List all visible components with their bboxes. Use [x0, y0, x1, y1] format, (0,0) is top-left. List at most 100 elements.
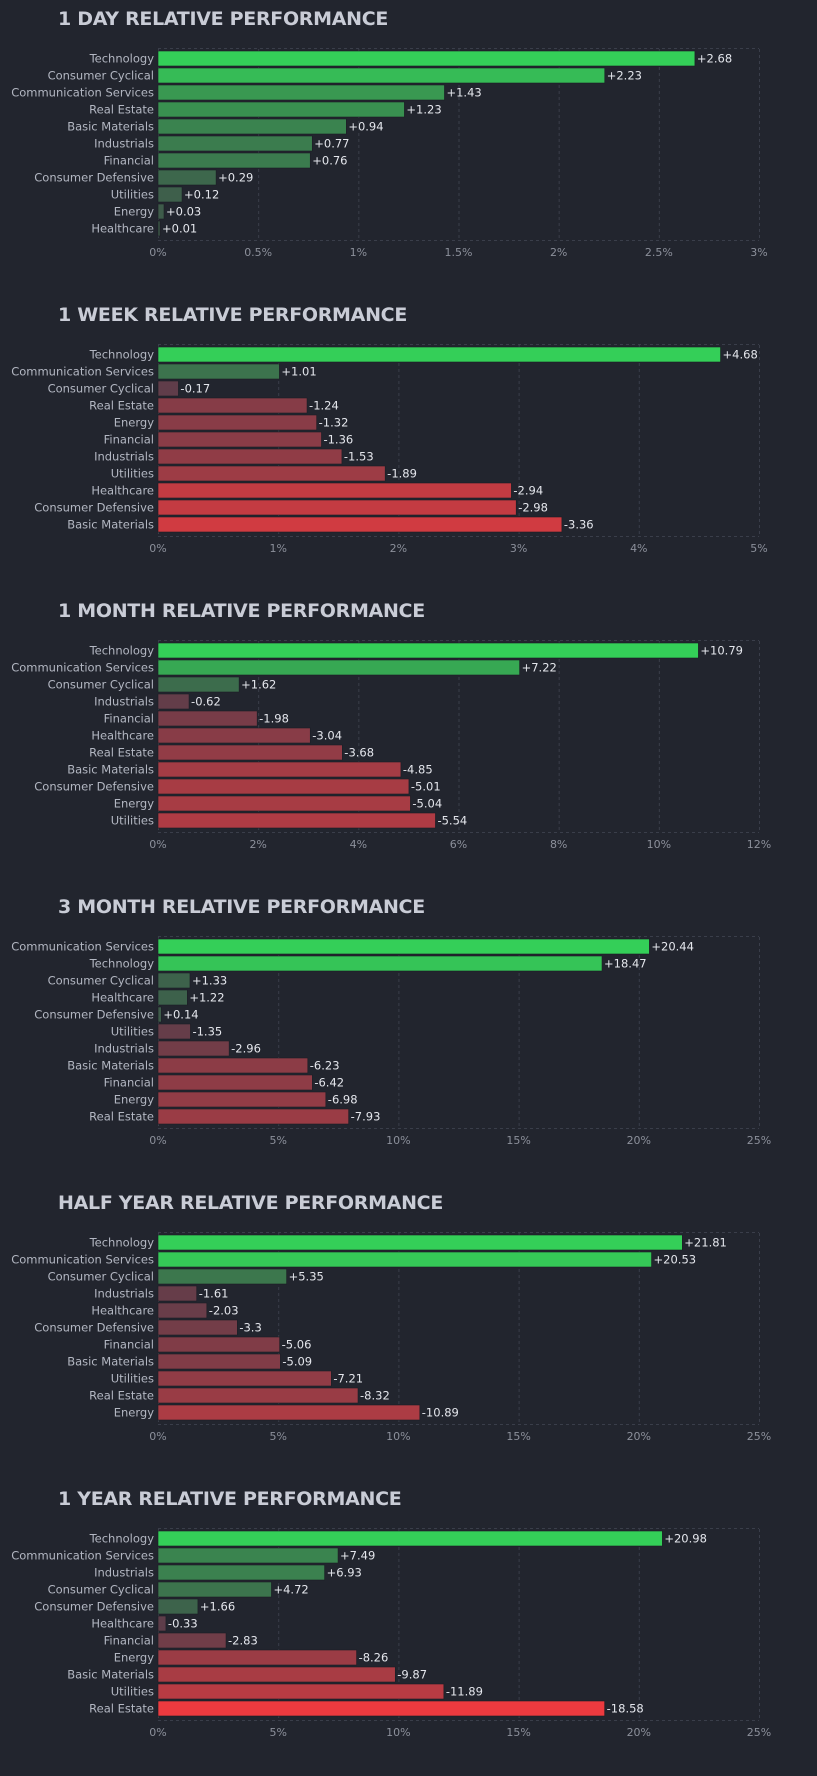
value-label: -0.62	[191, 695, 221, 709]
category-label: Healthcare	[91, 222, 154, 236]
value-label: -1.98	[259, 712, 289, 726]
chart-title: 1 YEAR RELATIVE PERFORMANCE	[58, 1488, 402, 1510]
tick-label: 5%	[269, 1430, 286, 1443]
category-label: Consumer Cyclical	[48, 1583, 154, 1597]
bar	[157, 118, 347, 135]
bar	[157, 1404, 421, 1421]
chart-panel: 1 WEEK RELATIVE PERFORMANCE Technology +4.…	[0, 296, 817, 592]
bar	[157, 1564, 325, 1581]
bar	[157, 744, 343, 761]
category-label: Energy	[114, 205, 154, 219]
tick-label: 4%	[350, 838, 367, 851]
tick-label: 2%	[390, 542, 407, 555]
tick-label: 1%	[269, 542, 286, 555]
value-label: -2.96	[231, 1042, 261, 1056]
bar	[157, 499, 517, 516]
bar	[157, 50, 696, 67]
bar	[157, 1319, 238, 1336]
value-label: +1.62	[241, 678, 276, 692]
bar	[157, 152, 311, 169]
category-label: Real Estate	[89, 399, 154, 413]
value-label: +0.94	[348, 120, 383, 134]
tick-label: 15%	[506, 1430, 530, 1443]
bar	[157, 516, 563, 533]
value-label: +18.47	[604, 957, 647, 971]
category-label: Consumer Defensive	[34, 780, 154, 794]
value-label: -2.03	[209, 1304, 239, 1318]
category-label: Industrials	[94, 450, 154, 464]
tick-label: 25%	[747, 1430, 771, 1443]
bar	[157, 812, 436, 829]
chart-panel: 1 YEAR RELATIVE PERFORMANCE Technology +20…	[0, 1480, 817, 1776]
tick-label: 0%	[149, 542, 166, 555]
bar	[157, 1666, 396, 1683]
bar	[157, 1074, 313, 1091]
category-label: Consumer Defensive	[34, 1600, 154, 1614]
category-label: Basic Materials	[67, 120, 154, 134]
tick-label: 5%	[269, 1134, 286, 1147]
bar	[157, 1353, 281, 1370]
tick-label: 25%	[747, 1726, 771, 1739]
bar-chart: Technology +4.68 Communication Services +1.…	[11, 344, 768, 555]
category-label: Technology	[89, 52, 155, 66]
category-label: Consumer Defensive	[34, 1008, 154, 1022]
value-label: +0.14	[163, 1008, 198, 1022]
bar	[157, 1649, 357, 1666]
category-label: Utilities	[111, 1025, 154, 1039]
bar	[157, 465, 386, 482]
bar	[157, 67, 606, 84]
bar	[157, 397, 308, 414]
bar	[157, 989, 188, 1006]
category-label: Industrials	[94, 1566, 154, 1580]
value-label: +2.23	[607, 69, 642, 83]
value-label: -0.33	[168, 1617, 198, 1631]
category-label: Real Estate	[89, 1389, 154, 1403]
bar	[157, 659, 520, 676]
bar	[157, 186, 183, 203]
bar	[157, 414, 317, 431]
category-label: Consumer Cyclical	[48, 1270, 154, 1284]
bar	[157, 1683, 445, 1700]
category-label: Communication Services	[11, 1549, 154, 1563]
category-label: Utilities	[111, 1685, 154, 1699]
bar-chart: Technology +21.81 Communication Services +2…	[11, 1232, 771, 1443]
bar	[157, 1700, 605, 1717]
bar	[157, 346, 721, 363]
bar	[157, 761, 402, 778]
bar	[157, 693, 190, 710]
bar	[157, 972, 191, 989]
tick-label: 10%	[647, 838, 671, 851]
chart-title: 1 WEEK RELATIVE PERFORMANCE	[58, 304, 407, 326]
category-label: Energy	[114, 797, 154, 811]
bar-chart: Technology +20.98 Communication Services +7…	[11, 1528, 771, 1739]
category-label: Basic Materials	[67, 1059, 154, 1073]
category-label: Communication Services	[11, 365, 154, 379]
value-label: +20.44	[651, 940, 694, 954]
tick-label: 0%	[149, 246, 166, 259]
bar	[157, 135, 313, 152]
category-label: Energy	[114, 1406, 154, 1420]
value-label: -1.53	[344, 450, 374, 464]
value-label: -4.85	[403, 763, 433, 777]
value-label: -6.23	[310, 1059, 340, 1073]
value-label: +6.93	[327, 1566, 362, 1580]
value-label: -7.21	[333, 1372, 363, 1386]
category-label: Healthcare	[91, 1617, 154, 1631]
value-label: -5.09	[282, 1355, 312, 1369]
category-label: Consumer Cyclical	[48, 678, 154, 692]
category-label: Consumer Cyclical	[48, 974, 154, 988]
category-label: Utilities	[111, 1372, 154, 1386]
chart-panel: 1 DAY RELATIVE PERFORMANCE Technology +2.6…	[0, 0, 817, 296]
bar	[157, 169, 217, 186]
category-label: Industrials	[94, 695, 154, 709]
tick-label: 5%	[269, 1726, 286, 1739]
bar-chart: Technology +2.68 Consumer Cyclical +2.23 Com…	[11, 48, 768, 259]
chart-title: 3 MONTH RELATIVE PERFORMANCE	[58, 896, 425, 918]
chart-panel: 3 MONTH RELATIVE PERFORMANCE Communicatio…	[0, 888, 817, 1184]
value-label: -3.36	[564, 518, 594, 532]
tick-label: 15%	[506, 1134, 530, 1147]
bar	[157, 1023, 191, 1040]
value-label: +7.49	[340, 1549, 375, 1563]
category-label: Consumer Defensive	[34, 171, 154, 185]
category-label: Industrials	[94, 1287, 154, 1301]
